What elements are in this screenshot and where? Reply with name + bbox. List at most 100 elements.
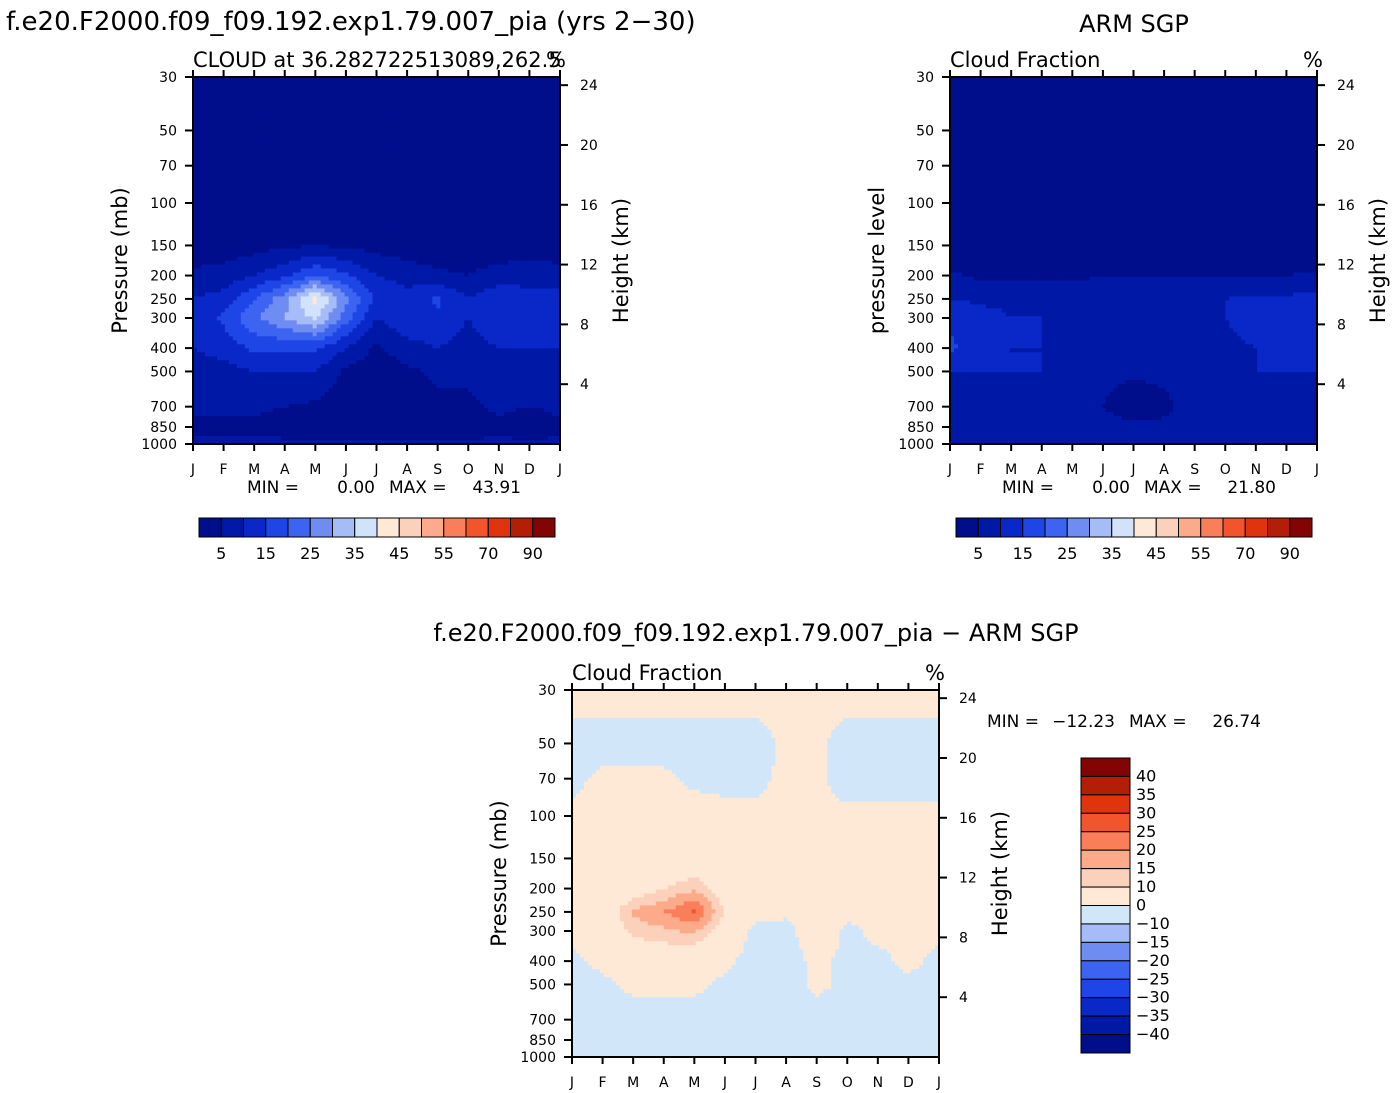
field-cell <box>257 364 262 369</box>
field-cell <box>285 296 290 301</box>
field-cell <box>221 348 226 353</box>
field-cell <box>380 193 385 198</box>
field-cell <box>281 229 286 234</box>
field-cell <box>396 129 401 134</box>
field-cell <box>357 181 362 186</box>
field-cell <box>225 97 230 102</box>
field-cell <box>357 89 362 94</box>
field-cell <box>197 324 202 329</box>
field-cell <box>345 177 350 182</box>
field-cell <box>388 384 393 389</box>
field-cell <box>297 296 302 301</box>
field-cell <box>213 400 218 405</box>
field-cell <box>361 320 366 325</box>
field-cell <box>217 153 222 158</box>
field-cell <box>361 85 366 90</box>
field-cell <box>341 304 346 309</box>
field-cell <box>325 292 330 297</box>
field-cell <box>329 261 334 266</box>
field-cell <box>400 81 405 86</box>
field-cell <box>217 133 222 138</box>
field-cell <box>380 105 385 110</box>
field-cell <box>337 177 342 182</box>
field-cell <box>257 149 262 154</box>
field-cell <box>369 85 374 90</box>
field-cell <box>289 125 294 130</box>
field-cell <box>229 261 234 266</box>
field-cell <box>301 157 306 162</box>
field-cell <box>221 161 226 166</box>
field-cell <box>237 436 242 441</box>
field-cell <box>221 408 226 413</box>
field-cell <box>388 213 393 218</box>
field-cell <box>265 400 270 405</box>
field-cell <box>337 328 342 333</box>
field-cell <box>380 428 385 433</box>
field-cell <box>301 324 306 329</box>
field-cell <box>237 276 242 281</box>
field-cell <box>329 364 334 369</box>
field-cell <box>265 292 270 297</box>
field-cell <box>241 105 246 110</box>
field-cell <box>341 253 346 258</box>
field-cell <box>221 272 226 277</box>
field-cell <box>325 408 330 413</box>
field-cell <box>253 432 258 437</box>
field-cell <box>396 233 401 238</box>
field-cell <box>197 412 202 417</box>
field-cell <box>349 424 354 429</box>
field-cell <box>269 221 274 226</box>
field-cell <box>285 105 290 110</box>
field-cell <box>365 261 370 266</box>
field-cell <box>309 388 314 393</box>
field-cell <box>337 428 342 433</box>
field-cell <box>325 213 330 218</box>
field-cell <box>285 316 290 321</box>
field-cell <box>377 280 382 285</box>
field-cell <box>353 372 358 377</box>
field-cell <box>205 129 210 134</box>
field-cell <box>396 121 401 126</box>
field-cell <box>392 300 397 305</box>
field-cell <box>373 229 378 234</box>
field-cell <box>349 85 354 90</box>
field-cell <box>253 153 258 158</box>
field-cell <box>392 97 397 102</box>
field-cell <box>229 424 234 429</box>
field-cell <box>265 105 270 110</box>
field-cell <box>241 221 246 226</box>
field-cell <box>261 193 266 198</box>
field-cell <box>233 428 238 433</box>
field-cell <box>209 261 214 266</box>
field-cell <box>345 257 350 262</box>
field-cell <box>229 284 234 289</box>
field-cell <box>285 185 290 190</box>
field-cell <box>396 181 401 186</box>
field-cell <box>253 181 258 186</box>
field-cell <box>400 392 405 397</box>
field-cell <box>293 316 298 321</box>
field-cell <box>357 420 362 425</box>
field-cell <box>377 173 382 178</box>
field-cell <box>392 416 397 421</box>
field-cell <box>213 221 218 226</box>
field-cell <box>365 129 370 134</box>
field-cell <box>377 412 382 417</box>
field-cell <box>213 404 218 409</box>
field-cell <box>313 424 318 429</box>
field-cell <box>404 85 409 90</box>
field-cell <box>341 209 346 214</box>
field-cell <box>341 324 346 329</box>
field-cell <box>233 300 238 305</box>
field-cell <box>388 368 393 373</box>
field-cell <box>309 193 314 198</box>
field-cell <box>229 360 234 365</box>
field-cell <box>301 336 306 341</box>
field-cell <box>361 125 366 130</box>
field-cell <box>369 288 374 293</box>
field-cell <box>353 380 358 385</box>
field-cell <box>261 364 266 369</box>
field-cell <box>404 185 409 190</box>
field-cell <box>281 157 286 162</box>
field-cell <box>257 408 262 413</box>
